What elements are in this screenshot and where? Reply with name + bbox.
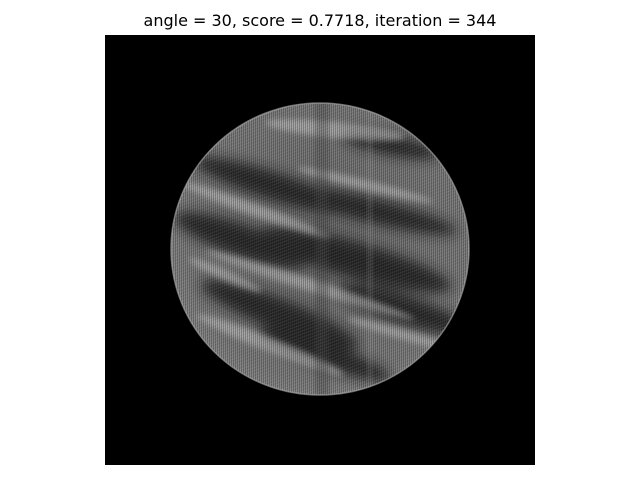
figure-title: angle = 30, score = 0.7718, iteration = … (143, 11, 497, 30)
reconstruction-svg (105, 35, 535, 465)
reconstruction-image (105, 35, 535, 465)
reconstruction-disk (171, 103, 469, 395)
disk-rim (170, 102, 470, 396)
